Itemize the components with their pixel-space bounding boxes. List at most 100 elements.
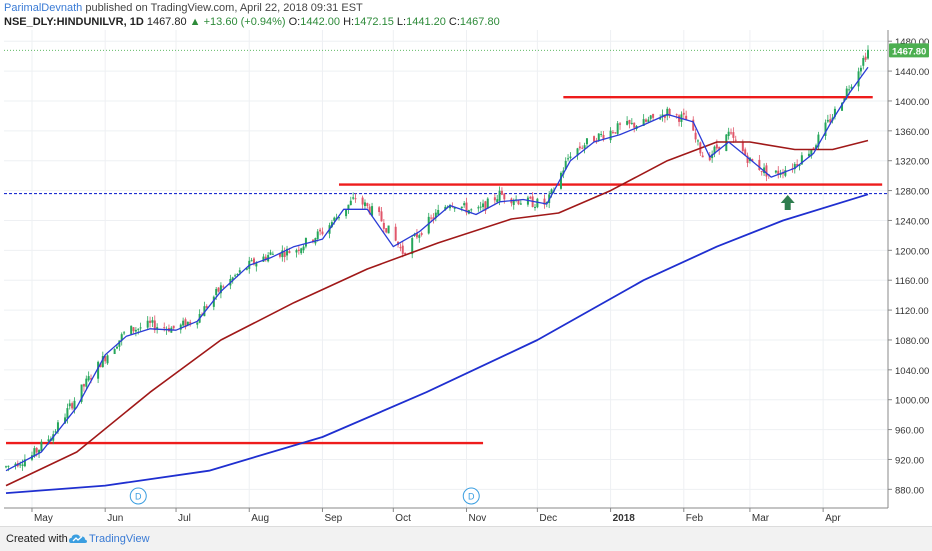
candle-body [576, 148, 579, 156]
candle-body [500, 190, 503, 195]
candle-body [281, 250, 284, 258]
candle-body [600, 133, 603, 135]
candle-body [54, 431, 57, 433]
candle-body [437, 209, 440, 215]
low-label: L: [396, 16, 407, 28]
candle-body [7, 465, 10, 467]
author-link[interactable]: ParimalDevnath [4, 2, 83, 14]
candle-body [493, 197, 496, 201]
candle-body [286, 248, 289, 256]
candle-body [366, 203, 369, 207]
candle-body [824, 122, 827, 136]
candle-body [347, 204, 350, 210]
candle-body [156, 327, 159, 330]
candle-body [550, 189, 553, 194]
candle-body [182, 320, 185, 326]
candle-body [333, 217, 336, 221]
candle-body [399, 247, 402, 249]
candle-body [106, 355, 109, 364]
candle-body [817, 134, 820, 147]
candle-body [14, 463, 17, 466]
candle-body [569, 156, 572, 158]
candle-body [519, 203, 522, 205]
candle-body [812, 147, 815, 149]
candle-body [418, 235, 421, 238]
sma-short-line [5, 66, 869, 472]
candle-body [219, 285, 222, 294]
price-label-text: 1467.80 [892, 46, 926, 57]
x-tick-label: Feb [686, 513, 704, 524]
candle-body [66, 408, 69, 419]
candle-body [120, 334, 123, 341]
candle-body [151, 320, 154, 323]
candle-body [371, 206, 374, 216]
price-change: +13.60 (+0.94%) [203, 16, 286, 28]
up-triangle-icon: ▲ [189, 16, 201, 28]
high-value: 1472.15 [354, 16, 394, 28]
candle-body [614, 132, 617, 134]
candle-body [682, 112, 685, 115]
moving-averages [5, 66, 869, 494]
candle-body [633, 122, 636, 128]
candle-body [186, 321, 189, 326]
candle-body [330, 222, 333, 227]
candle-body [415, 233, 418, 238]
candle-body [250, 260, 253, 262]
candle-body [857, 71, 860, 87]
candle-body [304, 237, 307, 247]
y-tick-label: 1440.00 [895, 67, 929, 78]
price-label-box [889, 43, 929, 58]
candle-body [264, 256, 267, 261]
candle-body [238, 270, 241, 273]
candle-body [477, 207, 480, 209]
candle-body [744, 149, 747, 156]
candle-body [663, 114, 666, 118]
candle-body [536, 198, 539, 208]
candle-body [47, 439, 50, 442]
candle-body [611, 131, 614, 133]
candle-body [236, 273, 239, 276]
dividend-label: D [135, 492, 142, 502]
candle-body [751, 159, 754, 162]
candle-body [205, 306, 208, 308]
candle-body [394, 226, 397, 241]
y-tick-label: 1000.00 [895, 396, 929, 407]
grid [4, 30, 888, 508]
candle-body [90, 378, 93, 380]
candle-body [56, 422, 59, 432]
candle-body [529, 196, 532, 199]
candle-body [113, 349, 116, 355]
x-tick-label: Dec [539, 513, 557, 524]
candle-body [746, 155, 749, 163]
publish-text: published on TradingView.com, April 22, … [85, 2, 363, 14]
candle-body [784, 170, 787, 176]
candle-body [80, 384, 83, 402]
candle-body [585, 138, 588, 145]
candle-body [774, 170, 777, 173]
candle-body [101, 356, 104, 368]
candle-body [130, 325, 133, 335]
candle-body [732, 132, 735, 138]
candle-body [630, 122, 633, 124]
candle-body [123, 332, 126, 334]
candle-body [701, 155, 704, 158]
candle-body [713, 146, 716, 155]
up-arrow-marker [780, 195, 795, 211]
candle-body [427, 216, 430, 234]
x-tick-label: Oct [395, 513, 411, 524]
candle-body [867, 49, 869, 59]
candle-body [779, 173, 782, 175]
candle-body [661, 114, 664, 117]
tradingview-link[interactable]: TradingView [89, 533, 150, 545]
candle-body [363, 202, 366, 207]
candle-body [465, 202, 468, 213]
candle-body [616, 123, 619, 134]
candle-body [404, 252, 407, 255]
candle-body [434, 212, 437, 219]
candle-body [345, 209, 348, 217]
candle-body [21, 464, 24, 466]
candle-body [215, 288, 218, 295]
candle-body [583, 145, 586, 149]
candle-body [800, 155, 803, 165]
